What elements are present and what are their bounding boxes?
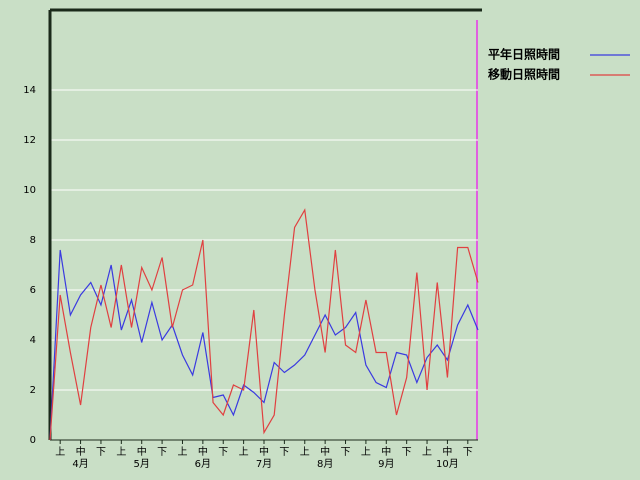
x-tick-label: 上 <box>239 446 249 458</box>
x-tick-label: 下 <box>96 447 106 458</box>
x-tick-label: 中 <box>442 445 452 458</box>
month-label: 7月 <box>256 458 272 470</box>
x-tick-label: 中 <box>76 445 86 458</box>
month-label: 8月 <box>317 458 333 470</box>
series-line <box>49 208 479 441</box>
x-tick-label: 上 <box>361 446 371 458</box>
x-tick-label: 上 <box>300 446 310 458</box>
month-label: 10月 <box>436 458 459 470</box>
legend-label: 移動日照時間 <box>488 67 560 82</box>
month-label: 5月 <box>134 458 150 470</box>
y-tick-label: 10 <box>23 185 36 196</box>
x-tick-label: 下 <box>463 447 473 458</box>
month-label: 6月 <box>195 458 211 470</box>
x-tick-label: 下 <box>279 447 289 458</box>
x-tick-label: 下 <box>218 447 228 458</box>
y-tick-label: 4 <box>30 335 36 346</box>
x-tick-label: 中 <box>137 445 147 458</box>
y-tick-label: 0 <box>30 435 36 446</box>
y-tick-label: 12 <box>23 135 36 146</box>
x-tick-label: 上 <box>116 446 126 458</box>
x-tick-label: 上 <box>177 446 187 458</box>
x-tick-label: 下 <box>402 447 412 458</box>
y-tick-label: 2 <box>30 385 36 396</box>
legend-label: 平年日照時間 <box>488 47 560 62</box>
x-tick-label: 中 <box>259 445 269 458</box>
month-label: 4月 <box>72 458 88 470</box>
x-tick-label: 上 <box>422 446 432 458</box>
x-tick-label: 中 <box>381 445 391 458</box>
month-label: 9月 <box>378 458 394 470</box>
x-tick-label: 上 <box>55 446 65 458</box>
y-tick-label: 8 <box>30 235 36 246</box>
x-tick-label: 中 <box>320 445 330 458</box>
x-tick-label: 中 <box>198 445 208 458</box>
y-tick-label: 14 <box>23 85 36 96</box>
x-tick-label: 下 <box>341 447 351 458</box>
x-tick-label: 下 <box>157 447 167 458</box>
y-tick-label: 6 <box>30 285 36 296</box>
series-line <box>49 249 479 441</box>
